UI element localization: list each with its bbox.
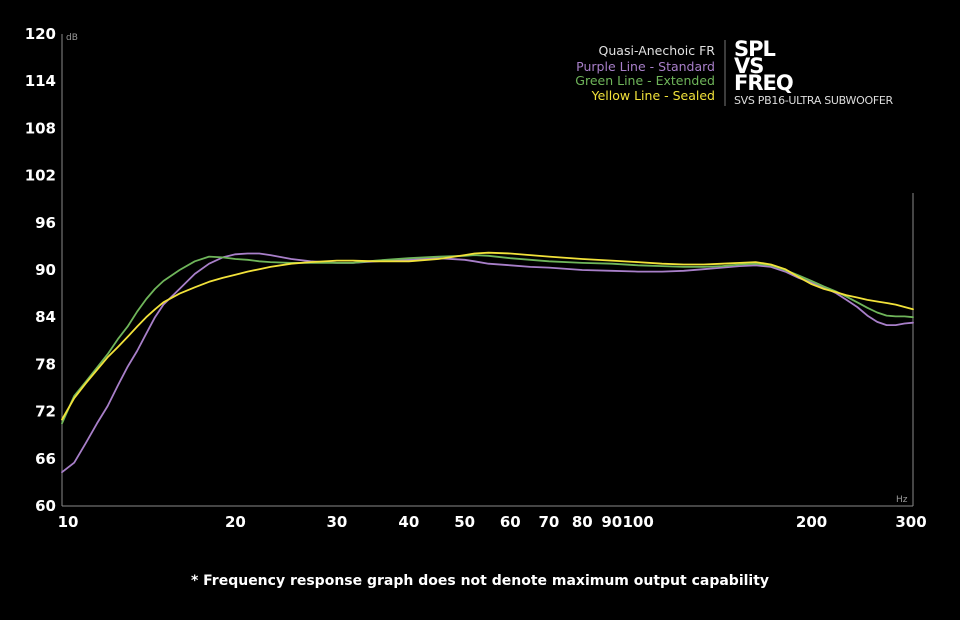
- y-tick-label: 60: [35, 497, 56, 515]
- x-tick-label: 80: [572, 513, 593, 531]
- x-tick-labels: 10 20 30 40 50 60 70 80 90 100 200 300: [58, 513, 927, 531]
- legend-entry-standard: Purple Line - Standard: [576, 59, 715, 74]
- x-tick-label: 100: [622, 513, 653, 531]
- x-tick-label: 200: [796, 513, 827, 531]
- y-tick-label: 78: [35, 355, 56, 373]
- y-tick-label: 114: [25, 72, 56, 90]
- brand-vs: VS: [734, 54, 763, 78]
- y-tick-label: 66: [35, 450, 56, 468]
- y-tick-label: 108: [25, 119, 56, 137]
- x-tick-label: 20: [225, 513, 246, 531]
- y-tick-label: 90: [35, 261, 56, 279]
- series-line-sealed: [61, 251, 914, 421]
- brand-freq: FREQ: [734, 71, 793, 95]
- x-tick-label: 10: [58, 513, 79, 531]
- y-tick-label: 72: [35, 403, 56, 421]
- axes: [61, 34, 914, 507]
- x-unit-label: Hz: [896, 495, 908, 505]
- y-unit-label: dB: [66, 33, 78, 43]
- x-tick-label: 40: [398, 513, 419, 531]
- x-tick-label: 70: [538, 513, 559, 531]
- brand-spl: SPL: [734, 37, 776, 61]
- legend-entry-sealed: Yellow Line - Sealed: [591, 88, 715, 103]
- y-tick-labels: 60 66 72 78 84 90 96 102 108 114 120: [25, 25, 56, 515]
- x-tick-label: 60: [500, 513, 521, 531]
- y-tick-label: 84: [35, 308, 56, 326]
- y-tick-label: 96: [35, 214, 56, 232]
- x-tick-label: 30: [326, 513, 347, 531]
- brand-block: SPL VS FREQ SVS PB16-ULTRA SUBWOOFER: [734, 37, 894, 107]
- y-tick-label: 120: [25, 25, 56, 43]
- brand-product: SVS PB16-ULTRA SUBWOOFER: [734, 94, 893, 107]
- series-line-extended: [61, 254, 914, 425]
- legend: Quasi-Anechoic FR Purple Line - Standard…: [575, 43, 715, 103]
- legend-title: Quasi-Anechoic FR: [599, 43, 716, 58]
- series-line-standard: [61, 252, 914, 474]
- x-tick-label: 90: [601, 513, 622, 531]
- x-tick-label: 300: [895, 513, 926, 531]
- x-tick-label: 50: [454, 513, 475, 531]
- y-tick-label: 102: [25, 167, 56, 185]
- series-lines: [61, 251, 914, 474]
- footnote: * Frequency response graph does not deno…: [190, 573, 770, 589]
- legend-entry-extended: Green Line - Extended: [575, 73, 715, 88]
